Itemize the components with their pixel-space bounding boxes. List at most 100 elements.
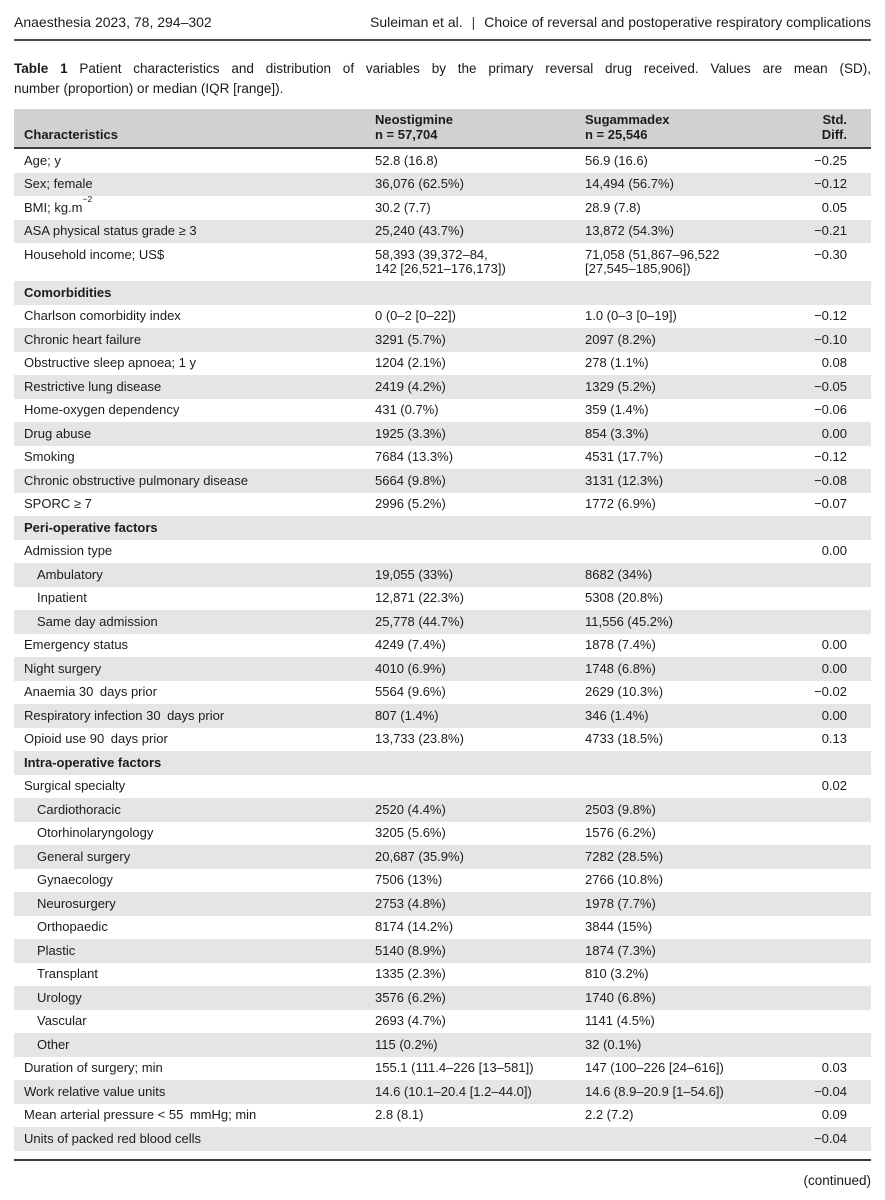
caption-table-number: Table 1 [14,61,68,76]
sugammadex-cell: 346 (1.4%) [585,707,649,723]
table-wrap: Characteristics Neostigmine n = 57,704 S… [14,109,871,1161]
superscript: −2 [82,194,93,205]
characteristic-cell: Charlson comorbidity index [24,308,181,323]
std-diff-cell: −0.08 [814,472,847,488]
std-diff-cell [795,916,871,940]
std-diff-cell [795,610,871,634]
sugammadex-cell: 854 (3.3%) [585,425,649,441]
table-row: Anaemia 30 days prior 5564 (9.6%) 2629 (10… [14,681,871,705]
neostigmine-cell: 36,076 (62.5%) [375,176,464,191]
neostigmine-cell: 1335 (2.3%) [375,966,446,981]
neostigmine-cell: 2753 (4.8%) [375,895,446,911]
caption-text: Patient characteristics and distribution… [79,61,871,76]
characteristic-cell: Ambulatory [37,566,103,582]
table-row: Urology 3576 (6.2%) 1740 (6.8%) [14,986,871,1010]
sugammadex-cell: 1878 (7.4%) [585,637,656,652]
std-diff-cell [795,963,871,987]
table-header-row: Characteristics Neostigmine n = 57,704 S… [14,109,871,148]
sugammadex-cell [585,540,795,564]
neostigmine-cell: 30.2 (7.7) [375,199,431,215]
characteristic-cell: Other [37,1036,70,1052]
sugammadex-cell: 14,494 (56.7%) [585,176,674,191]
std-diff-cell: 0.05 [821,199,847,215]
neostigmine-cell [375,540,585,564]
column-header-sugammadex: Sugammadex n = 25,546 [585,109,795,148]
sugammadex-cell: 4531 (17.7%) [585,449,664,464]
sugammadex-cell: 2766 (10.8%) [585,872,664,887]
std-diff-cell [795,1010,871,1034]
section-label: Intra-operative factors [24,754,162,770]
table-row: Respiratory infection 30 days prior 807 (… [14,704,871,728]
sugammadex-cell [585,1127,795,1151]
std-diff-cell: 0.13 [821,731,847,746]
sugammadex-cell [585,775,795,799]
neostigmine-cell: 1204 (2.1%) [375,355,446,370]
characteristic-cell: Gynaecology [37,872,113,887]
sugammadex-cell: 13,872 (54.3%) [585,223,674,238]
neostigmine-cell: 58,393 (39,372–84, 142 [26,521–176,173]) [375,246,506,276]
table-row: Home-oxygen dependency 431 (0.7%) 359 (1.4… [14,399,871,423]
table-bottom-rule [14,1158,871,1161]
table-row: Otorhinolaryngology 3205 (5.6%) 1576 (6.2%… [14,822,871,846]
characteristic-cell: Same day admission [37,613,158,629]
characteristic-cell: Restrictive lung disease [24,378,162,394]
column-header-characteristics: Characteristics [14,109,375,148]
running-authors: Suleiman et al. [370,14,463,30]
std-diff-cell: 0.03 [821,1060,847,1075]
table-body: Age; y 52.8 (16.8) 56.9 (16.6) −0.25 Sex; fe… [14,148,871,1151]
neostigmine-cell: 3576 (6.2%) [375,989,446,1005]
neostigmine-cell [375,1127,585,1151]
running-head: Anaesthesia 2023, 78, 294–302 Suleiman e… [14,11,871,31]
sugammadex-cell: 5308 (20.8%) [585,590,664,605]
table-row: Emergency status 4249 (7.4%) 1878 (7.4%) 0.… [14,634,871,658]
characteristic-cell: Obstructive sleep apnoea; 1 y [24,355,196,370]
table-row: Charlson comorbidity index 0 (0–2 [0–22])… [14,305,871,329]
std-diff-cell: −0.30 [814,246,847,262]
table-row: Surgical specialty 0.02 [14,775,871,799]
characteristic-cell: Orthopaedic [37,919,108,934]
std-diff-cell: 0.02 [821,778,847,793]
characteristic-cell: Chronic heart failure [24,331,142,347]
characteristic-cell: Night surgery [24,660,102,676]
characteristic-cell: SPORC ≥ 7 [24,496,92,511]
std-diff-cell [795,798,871,822]
characteristic-cell: ASA physical status grade ≥ 3 [24,223,197,238]
characteristic-cell: Vascular [37,1013,87,1028]
sugammadex-cell: 4733 (18.5%) [585,731,664,746]
characteristic-cell: Otorhinolaryngology [37,825,154,840]
neostigmine-cell: 13,733 (23.8%) [375,731,464,746]
std-diff-cell: −0.10 [814,331,847,347]
characteristic-cell: Admission type [24,543,113,558]
std-diff-cell [795,563,871,587]
neostigmine-cell: 2.8 (8.1) [375,1107,424,1122]
table-row: Plastic 5140 (8.9%) 1874 (7.3%) [14,939,871,963]
table-row: ASA physical status grade ≥ 3 25,240 (43.… [14,219,871,243]
std-diff-cell [795,986,871,1010]
sugammadex-cell: 1576 (6.2%) [585,825,656,840]
section-row: Peri-operative factors [14,516,871,540]
characteristic-cell: Household income; US$ [24,246,165,262]
std-diff-cell [795,587,871,611]
table-row: Restrictive lung disease 2419 (4.2%) 1329 … [14,375,871,399]
neostigmine-cell: 19,055 (33%) [375,566,454,582]
sugammadex-cell: 1.0 (0–3 [0–19]) [585,308,677,323]
sugammadex-cell: 1978 (7.7%) [585,895,656,911]
section-row: Comorbidities [14,281,871,305]
characteristic-cell: Transplant [37,966,98,981]
sugammadex-cell: 2503 (9.8%) [585,801,656,817]
std-diff-cell [795,939,871,963]
std-diff-cell: −0.04 [814,1083,847,1099]
table-row: Smoking 7684 (13.3%) 4531 (17.7%) −0.12 [14,446,871,470]
neostigmine-cell: 0 (0–2 [0–22]) [375,308,456,323]
table-row: Transplant 1335 (2.3%) 810 (3.2%) [14,963,871,987]
neostigmine-cell: 155.1 (111.4–226 [13–581]) [375,1060,534,1075]
std-diff-cell: 0.00 [821,543,847,558]
sugammadex-cell: 11,556 (45.2%) [585,613,673,629]
neostigmine-cell [375,775,585,799]
journal-reference: Anaesthesia 2023, 78, 294–302 [14,14,212,30]
caption-line-2: number (proportion) or median (IQR [rang… [14,80,284,96]
characteristic-cell: Chronic obstructive pulmonary disease [24,472,248,488]
characteristic-cell: Drug abuse [24,425,92,441]
sugammadex-cell: 1772 (6.9%) [585,496,656,511]
